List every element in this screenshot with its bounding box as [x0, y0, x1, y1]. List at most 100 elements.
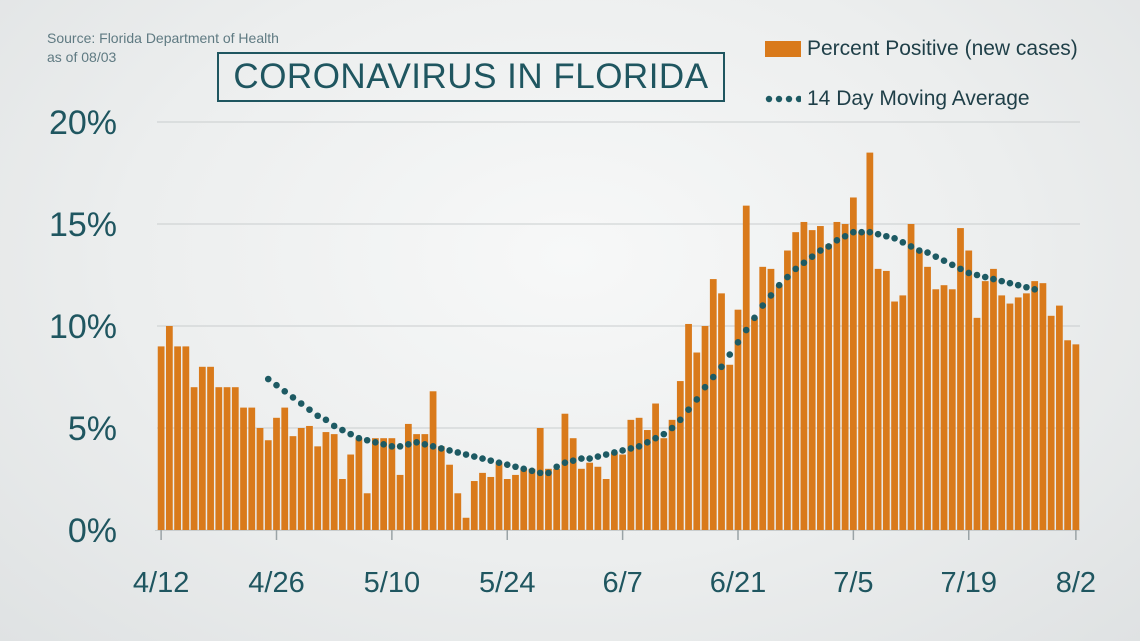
moving-average-point: [899, 239, 907, 246]
moving-average-point: [973, 271, 981, 279]
bar: [347, 454, 355, 530]
moving-average-point: [841, 232, 849, 240]
bar: [1014, 297, 1022, 530]
bar: [536, 428, 544, 530]
bar: [891, 301, 898, 530]
bar: [446, 464, 453, 530]
y-tick-label: 0%: [68, 512, 117, 550]
moving-average-point: [644, 438, 651, 446]
moving-average-point: [545, 469, 552, 477]
moving-average-point: [355, 434, 363, 442]
moving-average-point: [833, 237, 841, 244]
bar: [734, 309, 742, 530]
chart-title: CORONAVIRUS IN FLORIDA: [233, 57, 709, 96]
moving-average-point: [454, 449, 462, 456]
moving-average-point: [413, 438, 420, 446]
legend-item-percent-positive: Percent Positive (new cases): [765, 34, 1078, 64]
moving-average-point: [339, 426, 346, 434]
source-line: Source: Florida Department of Health: [47, 30, 279, 46]
bar: [198, 366, 206, 530]
bar: [586, 462, 594, 530]
moving-average-point: [536, 469, 544, 477]
moving-average-point: [569, 457, 577, 464]
bar: [940, 285, 948, 530]
bar: [932, 289, 940, 530]
y-tick-label: 10%: [49, 308, 117, 346]
bar: [874, 268, 882, 530]
bar: [528, 468, 536, 530]
bar: [495, 462, 503, 530]
bar: [396, 474, 404, 530]
bar: [413, 434, 420, 530]
bars: [157, 152, 1080, 531]
moving-average-point: [347, 430, 354, 438]
legend-dots-swatch: [765, 95, 801, 103]
moving-average-point: [635, 443, 643, 450]
x-tick-labels: 4/12 4/26 5/10 5/24 6/7 6/21 7/5 7/19 8/2: [133, 530, 1096, 599]
bar: [512, 474, 519, 530]
bar: [825, 244, 833, 530]
moving-average-point: [652, 434, 659, 442]
bar: [1047, 315, 1055, 530]
moving-average-point: [306, 406, 313, 413]
bar: [215, 387, 223, 530]
bar: [965, 250, 973, 530]
bar: [330, 434, 338, 530]
bar: [800, 221, 808, 530]
bar: [157, 346, 165, 530]
bar: [503, 479, 511, 530]
bar: [858, 232, 865, 530]
moving-average-point: [701, 383, 709, 391]
moving-average-point: [322, 416, 330, 424]
bar: [372, 438, 379, 530]
moving-average-point: [611, 449, 618, 456]
bar: [437, 446, 445, 530]
bar: [751, 317, 758, 530]
y-tick-label: 5%: [68, 410, 117, 448]
bar: [701, 326, 709, 530]
bar: [759, 266, 767, 530]
moving-average-point: [289, 394, 297, 401]
bar: [767, 268, 775, 530]
moving-average-point: [677, 416, 684, 424]
moving-average-point: [470, 453, 478, 460]
moving-average-point: [850, 228, 857, 236]
bar: [256, 428, 264, 530]
bar: [981, 281, 989, 530]
legend-bar-swatch: [765, 41, 801, 57]
x-tick-label: 7/5: [833, 567, 873, 599]
moving-average-point: [561, 459, 569, 466]
bar: [643, 430, 651, 530]
bar: [429, 391, 437, 530]
moving-average-point: [742, 326, 750, 334]
moving-average-point: [421, 441, 429, 448]
bar: [652, 403, 659, 530]
bar: [594, 466, 602, 530]
moving-average-point: [718, 363, 725, 371]
bar: [907, 224, 915, 530]
x-tick-label: 8/2: [1056, 567, 1096, 599]
moving-average-point: [775, 281, 783, 289]
moving-average-point: [668, 424, 676, 432]
moving-average-point: [751, 314, 758, 322]
bar: [165, 326, 173, 530]
moving-average-point: [965, 269, 973, 277]
bar: [479, 472, 486, 530]
bar: [273, 417, 280, 530]
moving-average-point: [981, 273, 989, 281]
moving-average-point: [388, 443, 396, 450]
bar: [470, 481, 478, 530]
bar: [915, 250, 923, 530]
bar: [742, 205, 750, 530]
moving-average-point: [883, 232, 890, 240]
moving-average-point: [915, 247, 923, 254]
moving-average-dots: [264, 228, 1038, 477]
moving-average-point: [528, 467, 536, 475]
bar: [924, 266, 931, 530]
moving-average-point: [380, 441, 387, 448]
moving-average-point: [446, 447, 453, 454]
as-of-date: as of 08/03: [47, 49, 117, 65]
bar: [380, 438, 388, 530]
moving-average-point: [891, 234, 898, 242]
moving-average-point: [586, 455, 593, 462]
